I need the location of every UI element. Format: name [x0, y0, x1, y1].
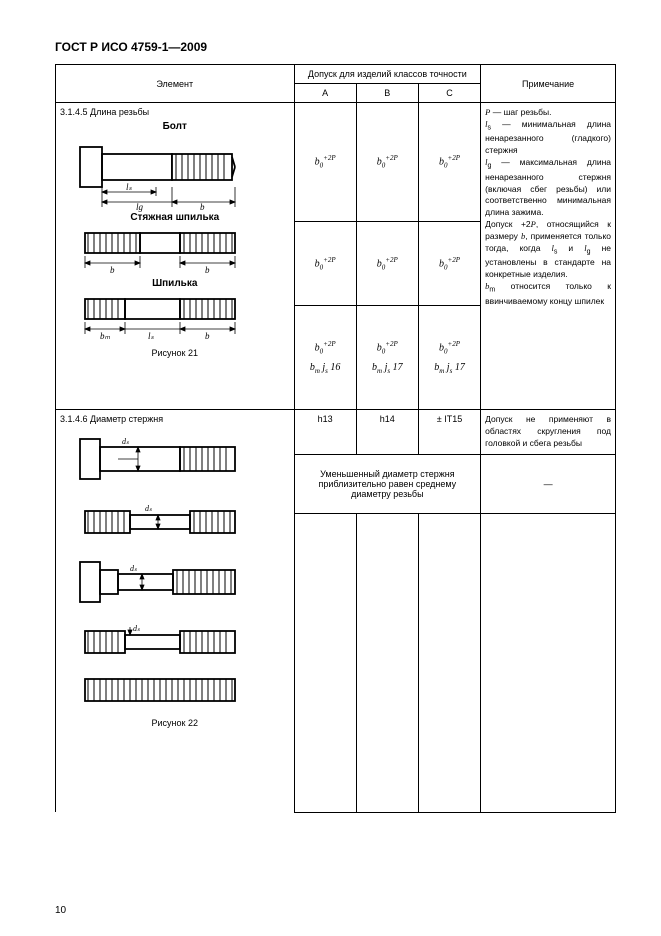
tolerance-table: Элемент Допуск для изделий классов точно…	[55, 64, 616, 813]
fig22-label: Рисунок 22	[60, 718, 290, 728]
col-element: Элемент	[56, 65, 295, 103]
pad-a	[294, 513, 356, 812]
svg-text:lg: lg	[136, 202, 144, 212]
svg-text:dₛ: dₛ	[122, 437, 130, 446]
svg-text:b: b	[200, 202, 205, 212]
svg-text:b: b	[205, 265, 210, 275]
svg-text:dₛ: dₛ	[145, 504, 153, 513]
table-header-row: Элемент Допуск для изделий классов точно…	[56, 65, 616, 84]
doc-title: ГОСТ Р ИСО 4759-1—2009	[55, 40, 616, 54]
col-tolerance-group: Допуск для изделий классов точности	[294, 65, 481, 84]
svg-text:dₛ: dₛ	[130, 564, 138, 573]
svg-text:bₘ: bₘ	[100, 331, 111, 341]
svg-text:b: b	[110, 265, 115, 275]
section-3145: 3.1.4.5 Длина резьбы	[60, 107, 290, 117]
svg-text:b: b	[205, 331, 210, 341]
pad-note	[481, 513, 616, 812]
document-page: ГОСТ Р ИСО 4759-1—2009 Элемент Допуск дл…	[0, 0, 661, 936]
tol-a-stud: b0+2Pbm js 16	[294, 306, 356, 410]
tol-b-3146: h14	[356, 410, 418, 455]
tol-c-bolt: b0+2P	[418, 103, 480, 222]
label-stud: Шпилька	[60, 278, 290, 289]
tol-c-stud-tie: b0+2P	[418, 222, 480, 306]
tol-a-3146: h13	[294, 410, 356, 455]
col-note: Примечание	[481, 65, 616, 103]
stud-diagram: bₘ lₛ b	[60, 289, 260, 344]
section-3146: 3.1.4.6 Диаметр стержня	[60, 414, 290, 424]
tol-b-bolt: b0+2P	[356, 103, 418, 222]
reduced-note: Уменьшенный диаметр стержня приблизитель…	[294, 454, 481, 513]
row-3146-head: 3.1.4.6 Диаметр стержня dₛ	[56, 410, 616, 455]
tol-c-3146: ± IT15	[418, 410, 480, 455]
cell-3146-element: 3.1.4.6 Диаметр стержня dₛ	[56, 410, 295, 813]
svg-text:dₛ: dₛ	[133, 624, 141, 633]
page-number: 10	[55, 905, 66, 916]
row-3145-bolt: 3.1.4.5 Длина резьбы Болт	[56, 103, 616, 222]
pad-b	[356, 513, 418, 812]
cell-3145-element: 3.1.4.5 Длина резьбы Болт	[56, 103, 295, 410]
tol-b-stud-tie: b0+2P	[356, 222, 418, 306]
note-3145: P — шаг резьбы. ls — минимальная длина н…	[481, 103, 616, 410]
label-stud-tie: Стяжная шпилька	[60, 212, 290, 223]
fig21-label: Рисунок 21	[60, 348, 290, 358]
note-3145-text: P — шаг резьбы. ls — минимальная длина н…	[485, 107, 611, 308]
label-bolt: Болт	[60, 121, 290, 132]
col-b: B	[356, 84, 418, 103]
col-c: C	[418, 84, 480, 103]
pad-c	[418, 513, 480, 812]
tol-a-stud-tie: b0+2P	[294, 222, 356, 306]
reduced-dash: —	[481, 454, 616, 513]
note-3146: Допуск не применяют в областях скруглени…	[481, 410, 616, 455]
note-3146-text: Допуск не применяют в областях скруглени…	[485, 414, 611, 450]
svg-text:lₛ: lₛ	[148, 331, 155, 341]
bolt-diagram: lₛ lg b	[60, 132, 260, 212]
tol-b-stud: b0+2Pbm js 17	[356, 306, 418, 410]
shank-diagrams: dₛ dₛ	[60, 424, 260, 714]
svg-text:lₛ: lₛ	[126, 182, 133, 192]
tol-a-bolt: b0+2P	[294, 103, 356, 222]
stud-tie-diagram: b b	[60, 223, 260, 278]
tol-c-stud: b0+2Pbm js 17	[418, 306, 480, 410]
col-a: A	[294, 84, 356, 103]
